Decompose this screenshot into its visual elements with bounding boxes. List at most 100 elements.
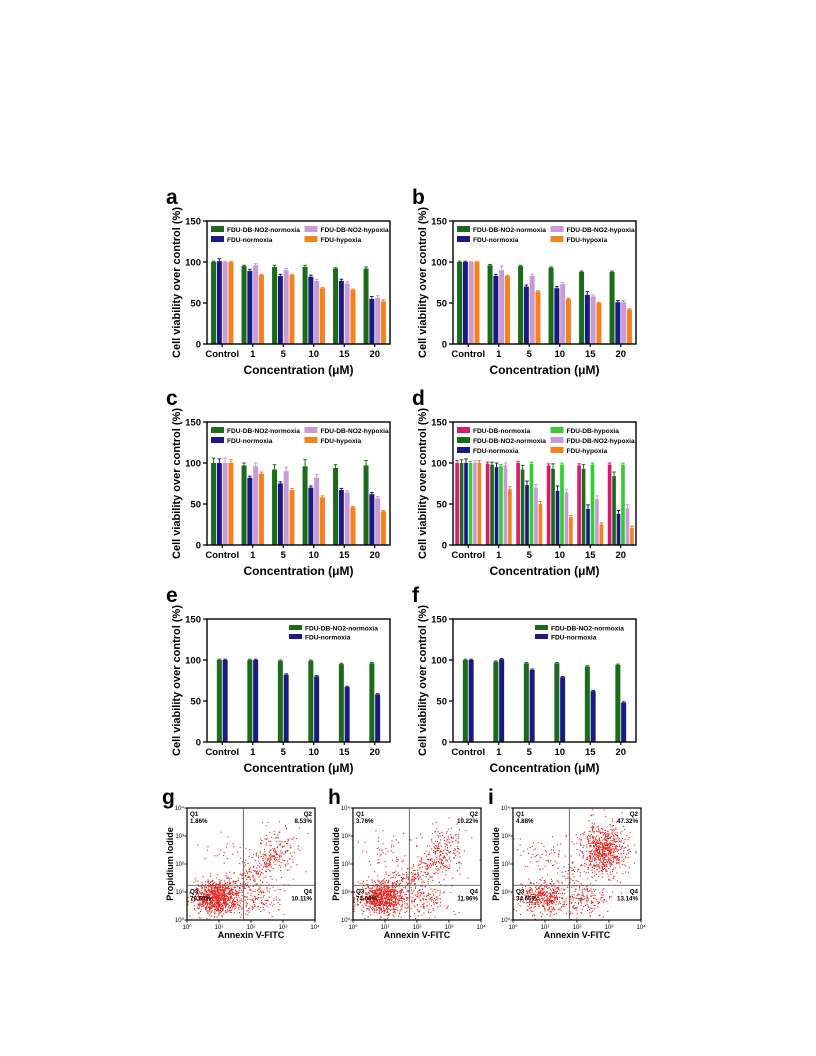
flow-dot <box>221 893 223 895</box>
flow-dot <box>368 909 370 911</box>
flow-dot <box>461 900 463 902</box>
flow-dot <box>558 856 560 858</box>
flow-dot <box>210 893 212 895</box>
flow-dot <box>204 893 206 895</box>
flow-dot <box>367 887 369 889</box>
flow-dot <box>219 883 221 885</box>
flow-dot <box>578 886 580 888</box>
bar <box>630 527 634 545</box>
flow-dot <box>213 917 215 919</box>
flow-dot <box>604 844 606 846</box>
y-tick-label: 100 <box>185 459 201 470</box>
flow-dot <box>210 903 212 905</box>
flow-dot <box>227 906 229 908</box>
flow-dot <box>388 913 390 915</box>
flow-dot <box>258 866 260 868</box>
flow-dot <box>617 862 619 864</box>
flow-dot <box>545 854 547 856</box>
bar <box>485 463 490 545</box>
flow-dot <box>376 898 378 900</box>
flow-dot <box>605 841 607 843</box>
flow-dot <box>544 885 546 887</box>
bar <box>222 262 228 344</box>
flow-dot <box>540 879 542 881</box>
flow-dot <box>433 862 435 864</box>
flow-dot <box>218 911 220 913</box>
flow-dot <box>613 848 615 850</box>
flow-dot <box>392 882 394 884</box>
flow-dot <box>216 896 218 898</box>
flow-dot <box>567 870 569 872</box>
flow-dot <box>380 892 382 894</box>
flow-dot <box>397 903 399 905</box>
flow-dot <box>226 904 228 906</box>
flow-dot <box>611 818 613 820</box>
flow-dot <box>395 839 397 841</box>
flow-dot <box>280 856 282 858</box>
flow-dot <box>529 861 531 863</box>
bar <box>612 476 616 545</box>
flow-dot <box>541 887 543 889</box>
flow-dot <box>605 834 607 836</box>
x-tick-label: Control <box>205 550 239 561</box>
flow-dot <box>541 893 543 895</box>
flow-dot <box>380 891 382 893</box>
flow-dot <box>537 865 539 867</box>
flow-dot <box>376 906 378 908</box>
flow-dot <box>549 900 551 902</box>
flow-dot <box>592 837 594 839</box>
flow-dot <box>573 897 575 899</box>
flow-dot <box>603 900 605 902</box>
flow-dot <box>385 900 387 902</box>
flow-dot <box>280 852 282 854</box>
flow-dot <box>602 849 604 851</box>
flow-dot <box>259 873 261 875</box>
flow-dot <box>430 912 432 914</box>
quadrant-value: 11.96% <box>457 895 478 902</box>
flow-dot <box>396 884 398 886</box>
flow-dot <box>520 892 522 894</box>
flow-dot <box>591 890 593 892</box>
flow-dot <box>399 896 401 898</box>
bar <box>590 691 596 742</box>
flow-dot <box>610 849 612 851</box>
flow-dot <box>581 912 583 914</box>
flow-dot <box>598 848 600 850</box>
flow-dot <box>598 829 600 831</box>
flow-dot <box>253 866 255 868</box>
flow-dot <box>603 863 605 865</box>
flow-dot <box>547 860 549 862</box>
flow-dot <box>378 890 380 892</box>
flow-dot <box>270 876 272 878</box>
flow-dot <box>225 882 227 884</box>
flow-dot <box>594 839 596 841</box>
flow-dot <box>553 890 555 892</box>
flow-dot <box>244 896 246 898</box>
flow-dot <box>531 889 533 891</box>
flow-dot <box>579 844 581 846</box>
flow-dot <box>590 861 592 863</box>
flow-dot <box>598 846 600 848</box>
flow-dot <box>270 849 272 851</box>
flow-dot <box>596 868 598 870</box>
flow-dot <box>581 864 583 866</box>
flow-dot <box>449 867 451 869</box>
flow-dot <box>393 897 395 899</box>
legend: FDU-DB-NO2-normoxiaFDU-normoxiaFDU-DB-NO… <box>457 226 635 244</box>
flow-dot <box>237 891 239 893</box>
flow-dot <box>270 845 272 847</box>
flow-dot <box>258 894 260 896</box>
flow-dot <box>211 880 213 882</box>
flow-dot <box>390 897 392 899</box>
flow-dot <box>601 870 603 872</box>
flow-dot <box>420 857 422 859</box>
flow-dot <box>357 841 359 843</box>
flow-dot <box>553 891 555 893</box>
flow-dot <box>546 902 548 904</box>
flow-dot <box>251 905 253 907</box>
flow-dot <box>218 890 220 892</box>
flow-dot <box>427 880 429 882</box>
flow-dot <box>220 903 222 905</box>
flow-dot <box>425 898 427 900</box>
flow-dot <box>603 834 605 836</box>
